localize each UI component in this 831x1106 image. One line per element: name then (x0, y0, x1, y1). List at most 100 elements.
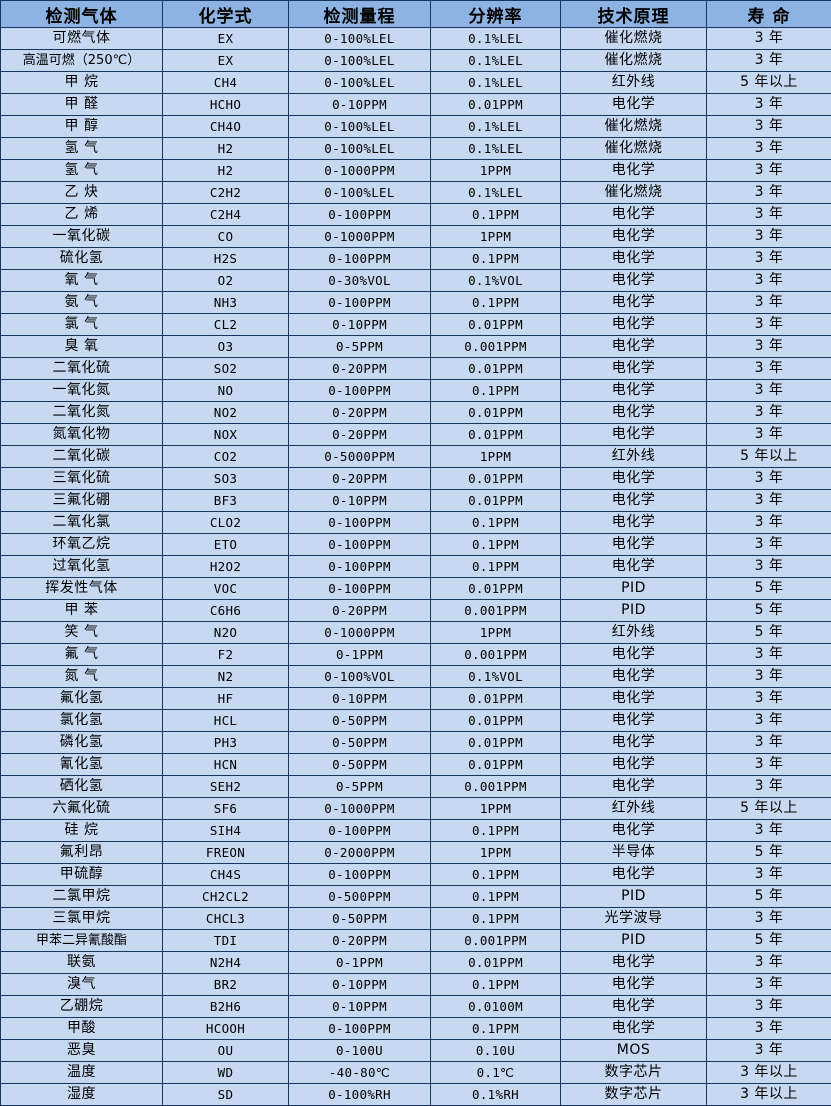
cell-gas: 甲硫醇 (1, 864, 163, 886)
cell-range: 0-20PPM (289, 468, 431, 490)
cell-resolution: 0.1PPM (431, 292, 561, 314)
cell-gas: 甲 烷 (1, 72, 163, 94)
cell-range: 0-30%VOL (289, 270, 431, 292)
cell-range: 0-1PPM (289, 952, 431, 974)
cell-lifetime: 3 年 (707, 952, 831, 974)
cell-gas: 氨 气 (1, 292, 163, 314)
cell-principle: 电化学 (561, 754, 707, 776)
cell-range: 0-100%LEL (289, 182, 431, 204)
cell-gas: 湿度 (1, 1084, 163, 1106)
cell-principle: 电化学 (561, 204, 707, 226)
cell-gas: 高温可燃（250℃） (1, 50, 163, 72)
cell-lifetime: 3 年 (707, 754, 831, 776)
cell-range: 0-20PPM (289, 358, 431, 380)
cell-range: 0-5PPM (289, 776, 431, 798)
cell-gas: 乙 烯 (1, 204, 163, 226)
cell-principle: 半导体 (561, 842, 707, 864)
column-header-range: 检测量程 (289, 1, 431, 28)
cell-formula: HF (163, 688, 289, 710)
cell-principle: 数字芯片 (561, 1062, 707, 1084)
cell-range: 0-100PPM (289, 292, 431, 314)
cell-resolution: 0.01PPM (431, 490, 561, 512)
cell-resolution: 0.01PPM (431, 952, 561, 974)
cell-formula: B2H6 (163, 996, 289, 1018)
cell-range: 0-1000PPM (289, 622, 431, 644)
cell-range: 0-10PPM (289, 94, 431, 116)
cell-resolution: 0.0100M (431, 996, 561, 1018)
cell-gas: 氮 气 (1, 666, 163, 688)
cell-principle: PID (561, 578, 707, 600)
cell-lifetime: 5 年 (707, 578, 831, 600)
cell-gas: 挥发性气体 (1, 578, 163, 600)
cell-resolution: 1PPM (431, 160, 561, 182)
cell-principle: 电化学 (561, 864, 707, 886)
cell-gas: 乙硼烷 (1, 996, 163, 1018)
cell-lifetime: 3 年 (707, 1040, 831, 1062)
cell-principle: 电化学 (561, 226, 707, 248)
cell-range: 0-2000PPM (289, 842, 431, 864)
cell-resolution: 0.1%LEL (431, 50, 561, 72)
cell-formula: TDI (163, 930, 289, 952)
cell-lifetime: 5 年以上 (707, 798, 831, 820)
cell-principle: 红外线 (561, 72, 707, 94)
cell-range: 0-100PPM (289, 1018, 431, 1040)
cell-range: 0-100PPM (289, 534, 431, 556)
cell-lifetime: 3 年 (707, 996, 831, 1018)
cell-range: 0-100PPM (289, 820, 431, 842)
cell-resolution: 0.1PPM (431, 974, 561, 996)
cell-lifetime: 3 年 (707, 358, 831, 380)
cell-range: 0-100%LEL (289, 72, 431, 94)
cell-principle: 电化学 (561, 996, 707, 1018)
table-header: 检测气体 化学式 检测量程 分辨率 技术原理 寿 命 (1, 1, 831, 28)
cell-range: 0-10PPM (289, 688, 431, 710)
cell-lifetime: 3 年 (707, 490, 831, 512)
cell-formula: HCOOH (163, 1018, 289, 1040)
cell-range: 0-100PPM (289, 864, 431, 886)
cell-principle: 电化学 (561, 248, 707, 270)
cell-resolution: 0.01PPM (431, 468, 561, 490)
cell-formula: O2 (163, 270, 289, 292)
cell-formula: EX (163, 50, 289, 72)
cell-formula: H2 (163, 160, 289, 182)
cell-principle: 电化学 (561, 952, 707, 974)
cell-lifetime: 5 年 (707, 842, 831, 864)
cell-gas: 三氧化硫 (1, 468, 163, 490)
cell-lifetime: 3 年 (707, 644, 831, 666)
cell-formula: CL2 (163, 314, 289, 336)
cell-resolution: 0.01PPM (431, 688, 561, 710)
cell-range: 0-5000PPM (289, 446, 431, 468)
cell-lifetime: 5 年 (707, 622, 831, 644)
cell-gas: 甲 苯 (1, 600, 163, 622)
cell-formula: CH2CL2 (163, 886, 289, 908)
cell-principle: 电化学 (561, 270, 707, 292)
cell-gas: 甲酸 (1, 1018, 163, 1040)
cell-range: 0-1000PPM (289, 798, 431, 820)
column-header-gas: 检测气体 (1, 1, 163, 28)
cell-gas: 溴气 (1, 974, 163, 996)
cell-lifetime: 3 年 (707, 732, 831, 754)
cell-formula: WD (163, 1062, 289, 1084)
cell-resolution: 0.1PPM (431, 204, 561, 226)
